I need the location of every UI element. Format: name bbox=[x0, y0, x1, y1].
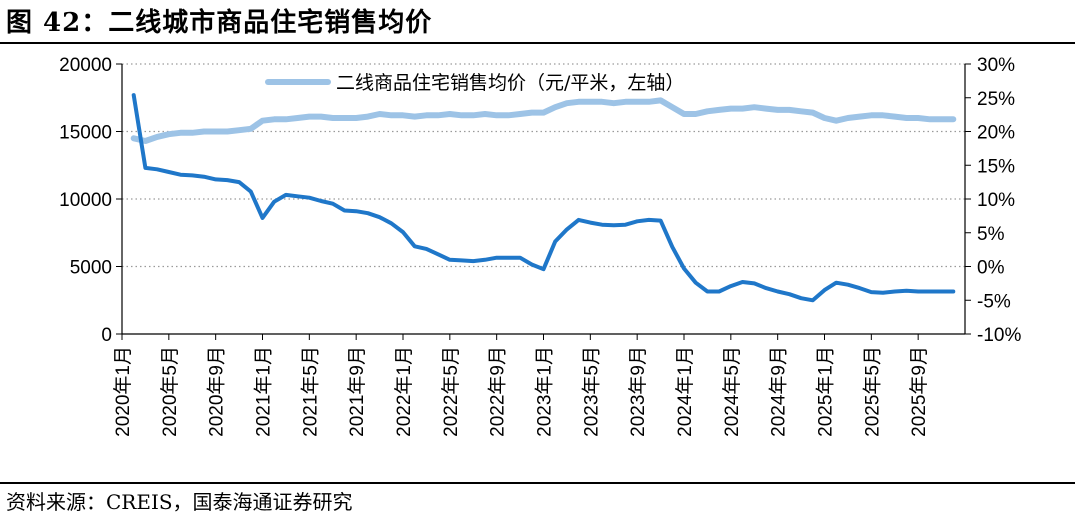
x-tick-label: 2022年9月 bbox=[487, 346, 509, 437]
x-tick-label: 2020年9月 bbox=[206, 346, 228, 437]
left-tick-label: 0 bbox=[101, 325, 112, 346]
x-tick-label: 2023年1月 bbox=[534, 346, 556, 437]
right-tick-label: 20% bbox=[977, 123, 1015, 144]
line-chart: 0 5000 10000 15000 20000 -10% -5% 0% 5% 10% 15% 20… bbox=[59, 55, 1021, 437]
legend-label: 二线商品住宅销售均价（元/平米，左轴） bbox=[336, 72, 684, 94]
x-axis-ticks: 2020年1月 2020年5月 2020年9月 2021年1月 2021年5月 2021年… bbox=[112, 334, 930, 437]
left-tick-label: 20000 bbox=[59, 55, 112, 76]
x-tick-label: 2025年5月 bbox=[861, 346, 883, 437]
x-tick-label: 2024年9月 bbox=[768, 346, 790, 437]
left-tick-label: 10000 bbox=[59, 190, 112, 211]
right-tick-label: 30% bbox=[977, 55, 1015, 76]
series-lines bbox=[130, 93, 957, 303]
x-tick-label: 2024年1月 bbox=[674, 346, 696, 437]
x-tick-label: 2024年5月 bbox=[721, 346, 743, 437]
right-tick-label: 0% bbox=[977, 258, 1005, 279]
right-axis-ticks: -10% -5% 0% 5% 10% 15% 20% 25% 30% bbox=[965, 55, 1021, 346]
x-tick-label: 2025年1月 bbox=[815, 346, 837, 437]
left-axis-ticks: 0 5000 10000 15000 20000 bbox=[59, 55, 122, 346]
left-tick-label: 5000 bbox=[70, 258, 112, 279]
right-tick-label: 25% bbox=[977, 89, 1015, 110]
x-tick-label: 2022年5月 bbox=[440, 346, 462, 437]
x-tick-label: 2021年5月 bbox=[299, 346, 321, 437]
series-line-2 bbox=[131, 93, 956, 303]
title-rule bbox=[0, 42, 1075, 44]
left-tick-label: 15000 bbox=[59, 123, 112, 144]
x-tick-label: 2021年9月 bbox=[346, 346, 368, 437]
legend: 二线商品住宅销售均价（元/平米，左轴） bbox=[265, 72, 684, 94]
source-rule bbox=[0, 482, 1075, 484]
right-tick-label: 10% bbox=[977, 190, 1015, 211]
x-tick-label: 2020年1月 bbox=[112, 346, 134, 437]
grid-lines bbox=[122, 63, 965, 268]
figure-title: 图 42：二线城市商品住宅销售均价 bbox=[6, 8, 433, 38]
x-tick-label: 2020年5月 bbox=[159, 346, 181, 437]
source-note: 资料来源：CREIS，国泰海通证券研究 bbox=[6, 490, 353, 514]
right-tick-label: 15% bbox=[977, 156, 1015, 177]
right-tick-label: -10% bbox=[977, 325, 1021, 346]
x-tick-label: 2023年5月 bbox=[580, 346, 602, 437]
series-line-1 bbox=[130, 97, 957, 144]
x-tick-label: 2023年9月 bbox=[627, 346, 649, 437]
x-tick-label: 2022年1月 bbox=[393, 346, 415, 437]
right-tick-label: 5% bbox=[977, 224, 1005, 245]
x-tick-label: 2021年1月 bbox=[253, 346, 275, 437]
x-tick-label: 2025年9月 bbox=[908, 346, 930, 437]
right-tick-label: -5% bbox=[977, 291, 1011, 312]
